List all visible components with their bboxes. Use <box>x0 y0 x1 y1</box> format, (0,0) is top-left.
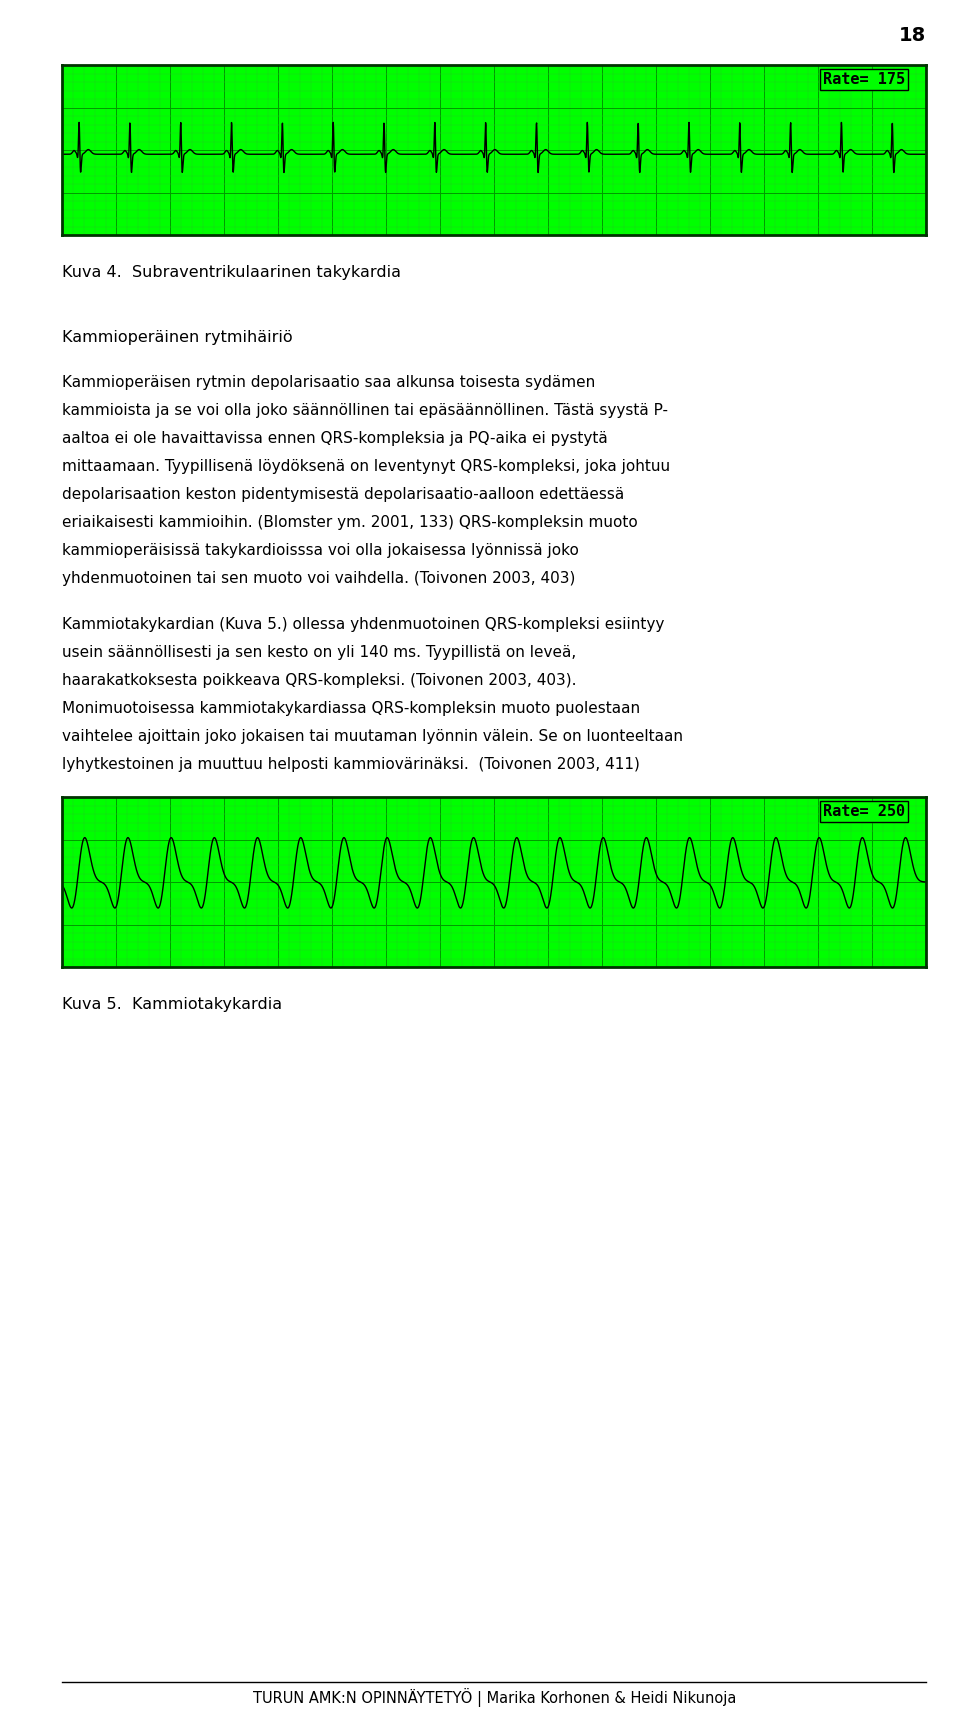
Text: vaihtelee ajoittain joko jokaisen tai muutaman lyönnin välein. Se on luonteeltaa: vaihtelee ajoittain joko jokaisen tai mu… <box>62 728 684 744</box>
Text: Kammioperäisen rytmin depolarisaatio saa alkunsa toisesta sydämen: Kammioperäisen rytmin depolarisaatio saa… <box>62 375 595 389</box>
Text: yhdenmuotoinen tai sen muoto voi vaihdella. (Toivonen 2003, 403): yhdenmuotoinen tai sen muoto voi vaihdel… <box>62 571 576 586</box>
Text: usein säännöllisesti ja sen kesto on yli 140 ms. Tyypillistä on leveä,: usein säännöllisesti ja sen kesto on yli… <box>62 645 577 661</box>
Text: Rate= 175: Rate= 175 <box>823 73 904 87</box>
Text: Monimuotoisessa kammiotakykardiassa QRS-kompleksin muoto puolestaan: Monimuotoisessa kammiotakykardiassa QRS-… <box>62 701 640 716</box>
Text: aaltoa ei ole havaittavissa ennen QRS-kompleksia ja PQ-aika ei pystytä: aaltoa ei ole havaittavissa ennen QRS-ko… <box>62 431 608 446</box>
Text: 18: 18 <box>900 26 926 45</box>
Text: kammioperäisissä takykardioisssa voi olla jokaisessa lyönnissä joko: kammioperäisissä takykardioisssa voi oll… <box>62 543 579 559</box>
Text: lyhytkestoinen ja muuttuu helposti kammiovärinäksi.  (Toivonen 2003, 411): lyhytkestoinen ja muuttuu helposti kammi… <box>62 758 640 772</box>
Text: Rate= 250: Rate= 250 <box>823 804 904 818</box>
Text: Kuva 4.  Subraventrikulaarinen takykardia: Kuva 4. Subraventrikulaarinen takykardia <box>62 265 401 280</box>
Text: eriaikaisesti kammioihin. (Blomster ym. 2001, 133) QRS-kompleksin muoto: eriaikaisesti kammioihin. (Blomster ym. … <box>62 516 638 529</box>
Text: mittaamaan. Tyypillisenä löydöksenä on leventynyt QRS-kompleksi, joka johtuu: mittaamaan. Tyypillisenä löydöksenä on l… <box>62 458 670 474</box>
Text: TURUN AMK:N OPINNÄYTETYÖ | Marika Korhonen & Heidi Nikunoja: TURUN AMK:N OPINNÄYTETYÖ | Marika Korhon… <box>252 1688 736 1708</box>
Text: kammioista ja se voi olla joko säännöllinen tai epäsäännöllinen. Tästä syystä P-: kammioista ja se voi olla joko säännölli… <box>62 403 668 419</box>
Text: Kuva 5.  Kammiotakykardia: Kuva 5. Kammiotakykardia <box>62 996 282 1012</box>
Text: Kammiotakykardian (Kuva 5.) ollessa yhdenmuotoinen QRS-kompleksi esiintyy: Kammiotakykardian (Kuva 5.) ollessa yhde… <box>62 618 664 631</box>
Text: haarakatkoksesta poikkeava QRS-kompleksi. (Toivonen 2003, 403).: haarakatkoksesta poikkeava QRS-kompleksi… <box>62 673 577 689</box>
Text: depolarisaation keston pidentymisestä depolarisaatio-aalloon edettäessä: depolarisaation keston pidentymisestä de… <box>62 488 625 502</box>
Text: Kammioperäinen rytmihäiriö: Kammioperäinen rytmihäiriö <box>62 330 293 344</box>
